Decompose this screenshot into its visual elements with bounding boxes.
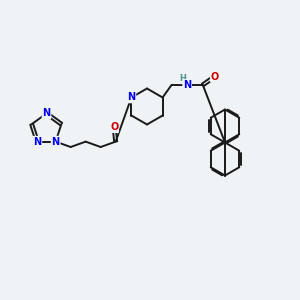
Text: O: O: [211, 71, 219, 82]
Text: O: O: [110, 122, 118, 132]
Text: N: N: [33, 136, 41, 147]
Text: N: N: [127, 92, 136, 103]
Text: N: N: [42, 108, 51, 118]
Text: H: H: [179, 74, 186, 83]
Text: N: N: [183, 80, 191, 90]
Text: N: N: [52, 136, 60, 147]
